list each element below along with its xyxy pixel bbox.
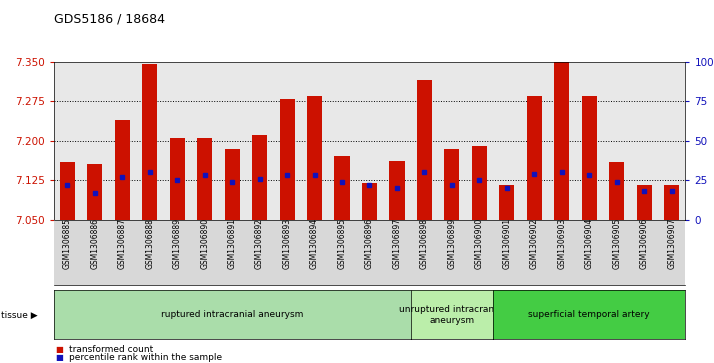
Bar <box>527 96 542 220</box>
Text: ■: ■ <box>56 353 64 362</box>
Text: unruptured intracranial
aneurysm: unruptured intracranial aneurysm <box>399 305 505 325</box>
Bar <box>115 119 130 220</box>
Bar <box>197 138 212 220</box>
Text: tissue ▶: tissue ▶ <box>1 310 37 319</box>
Bar <box>252 135 267 220</box>
Bar <box>499 185 514 220</box>
Bar <box>609 162 624 220</box>
Bar <box>334 156 350 220</box>
Bar <box>417 80 432 220</box>
Text: GDS5186 / 18684: GDS5186 / 18684 <box>54 13 164 26</box>
Bar <box>637 185 652 220</box>
Text: superficial temporal artery: superficial temporal artery <box>528 310 650 319</box>
Bar <box>142 64 157 220</box>
Text: ruptured intracranial aneurysm: ruptured intracranial aneurysm <box>161 310 303 319</box>
Bar <box>225 148 240 220</box>
Bar <box>554 62 569 220</box>
Bar <box>362 183 377 220</box>
Bar <box>279 98 295 220</box>
Bar <box>389 161 405 220</box>
Bar <box>307 96 322 220</box>
Bar <box>87 164 102 220</box>
Text: ■: ■ <box>56 345 64 354</box>
Bar <box>472 146 487 220</box>
Bar <box>170 138 185 220</box>
Bar <box>582 96 597 220</box>
Bar <box>664 185 679 220</box>
Text: percentile rank within the sample: percentile rank within the sample <box>69 353 222 362</box>
Bar <box>444 148 460 220</box>
Text: transformed count: transformed count <box>69 345 154 354</box>
Bar <box>60 162 75 220</box>
